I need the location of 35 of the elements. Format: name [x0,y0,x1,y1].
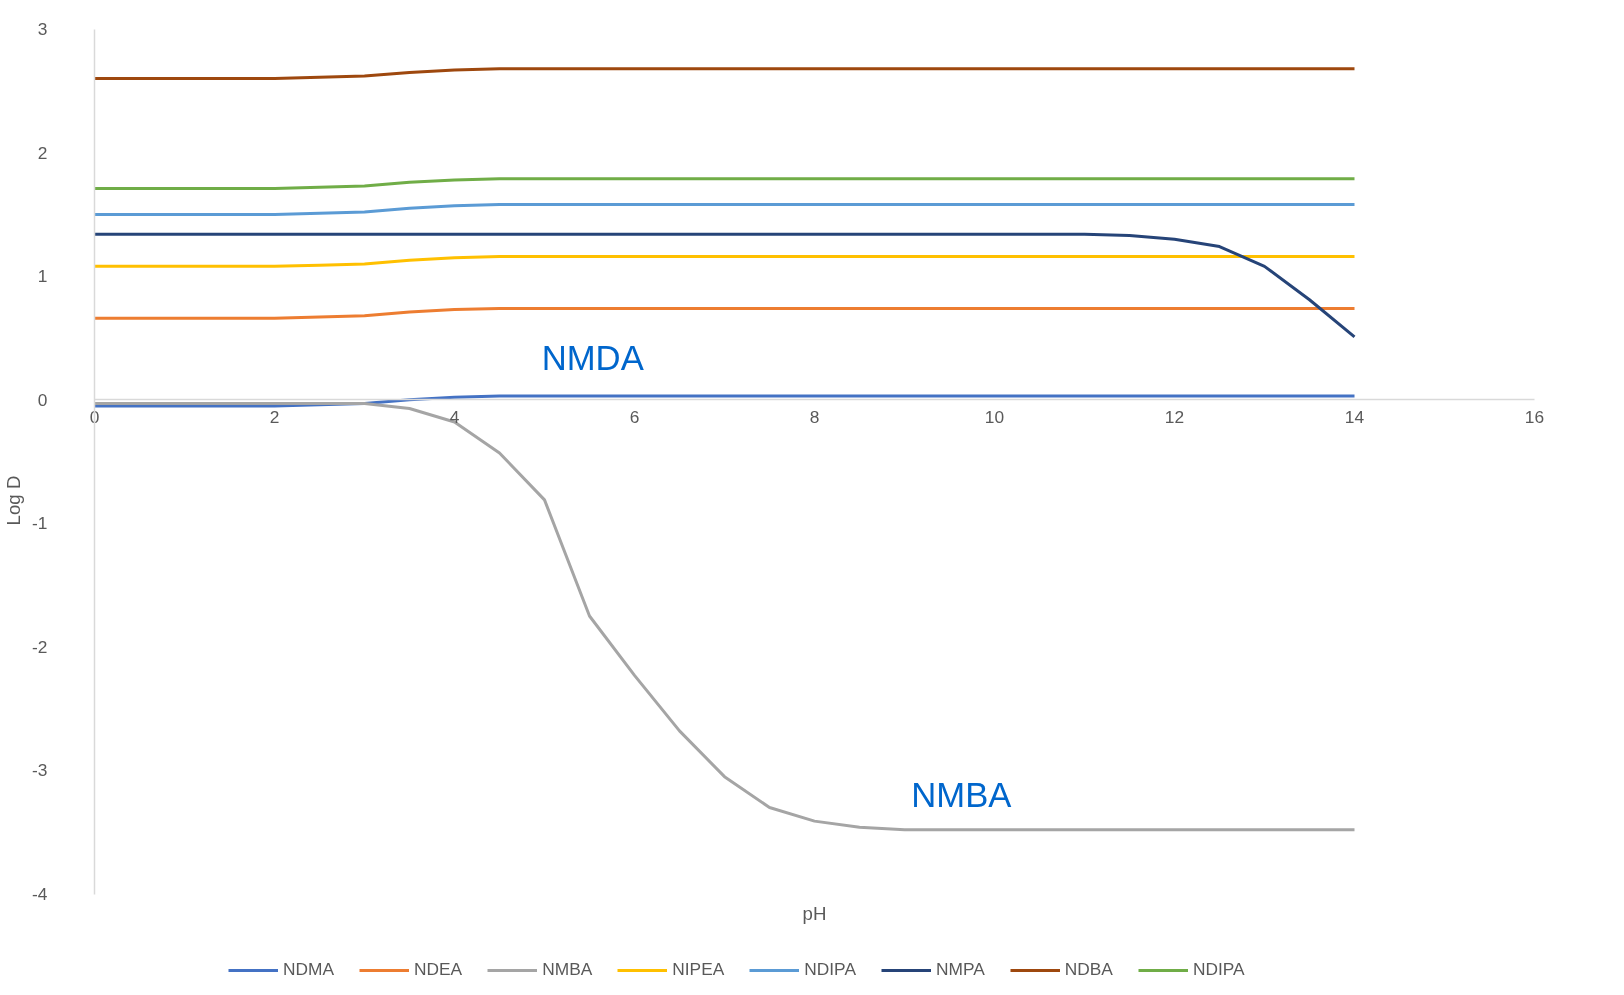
legend-label: NIPEA [672,959,725,980]
x-tick-label: 4 [449,406,460,427]
y-tick-label: -3 [32,760,48,781]
x-tick-label: 8 [809,406,820,427]
annotation: NMDA [541,338,645,377]
legend-label: NDBA [1064,959,1113,980]
annotation: NMBA [911,776,1013,815]
y-tick-label: 1 [37,266,48,287]
x-tick-label: 12 [1164,406,1185,427]
x-tick-label: 6 [629,406,640,427]
legend-label: NDEA [414,959,463,980]
line-series [93,254,1356,268]
legend-label: NMBA [542,959,593,980]
y-tick-label: -4 [32,884,48,905]
line-series [93,67,1356,81]
y-tick-label: -2 [32,636,48,657]
legend-label: NDIPA [1192,959,1245,980]
x-axis-title: pH [802,902,827,924]
y-axis-title: Log D [3,475,25,526]
legend-label: NMPA [935,959,985,980]
y-tick-label: 3 [37,19,48,40]
y-tick-label: 0 [37,389,48,410]
line-series [93,306,1356,320]
line-series [93,232,1356,339]
x-tick-label: 14 [1344,406,1365,427]
legend-label: NDMA [283,959,335,980]
line-series [93,394,1356,408]
x-tick-label: 2 [269,406,280,427]
legend-label: NDIPA [804,959,856,980]
line-series [93,177,1356,191]
y-tick-label: 2 [37,142,48,163]
x-tick-label: 10 [984,406,1005,427]
x-tick-label: 16 [1524,406,1545,427]
line-series [93,203,1356,216]
y-tick-label: -1 [32,513,48,534]
